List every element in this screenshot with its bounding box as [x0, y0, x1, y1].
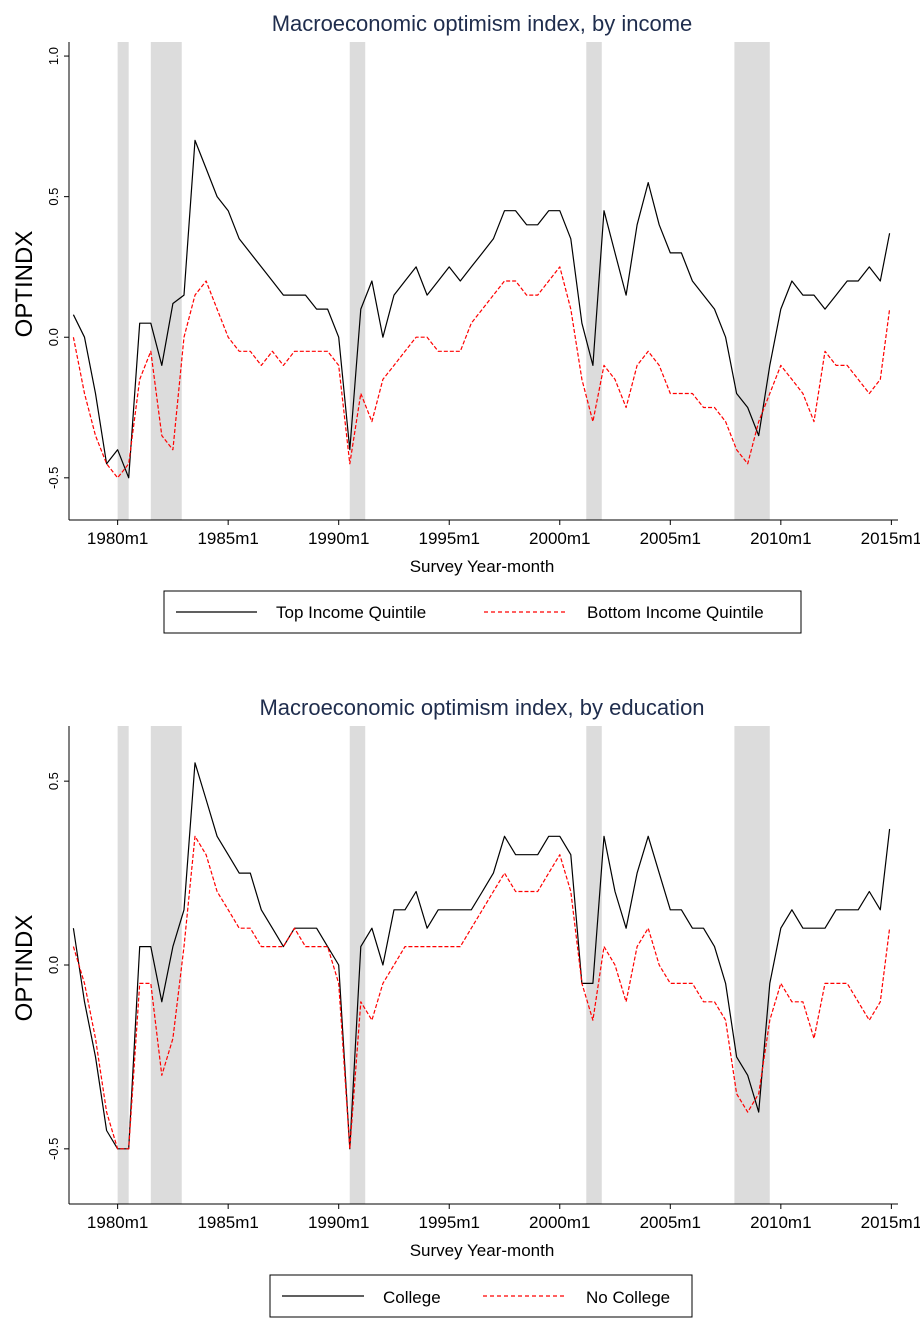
- x-tick-label: 2000m1: [529, 529, 590, 548]
- x-tick-label: 1985m1: [197, 529, 258, 548]
- y-axis-title: OPTINDX: [11, 915, 38, 1022]
- x-tick-label: 2005m1: [640, 1213, 701, 1232]
- legend: Top Income Quintile Bottom Income Quinti…: [163, 590, 802, 634]
- recession-band-0: [117, 726, 129, 1204]
- legend-label-bottom-income: Bottom Income Quintile: [587, 603, 764, 622]
- recession-band-3: [586, 42, 602, 520]
- y-tick-label: 0.5: [46, 772, 61, 790]
- y-axis-ticks: -0.5 0.0 0.5 1.0: [46, 47, 69, 489]
- x-tick-label: 2015m1: [861, 1213, 920, 1232]
- y-tick-label: 0.0: [46, 956, 61, 974]
- x-tick-label: 2005m1: [640, 529, 701, 548]
- legend-label-top-income: Top Income Quintile: [276, 603, 426, 622]
- series-line-0: [72, 139, 891, 479]
- recession-band-1: [150, 726, 182, 1204]
- legend-box: [269, 1274, 693, 1318]
- recession-shading: [117, 726, 770, 1204]
- series-lines: [72, 139, 891, 479]
- y-tick-label: -0.5: [46, 467, 61, 489]
- y-tick-label: 0.0: [46, 328, 61, 346]
- series-lines: [72, 762, 891, 1150]
- legend-label-no-college: No College: [586, 1288, 670, 1307]
- x-tick-label: 1995m1: [419, 1213, 480, 1232]
- x-tick-label: 2010m1: [750, 1213, 811, 1232]
- y-tick-label: 0.5: [46, 188, 61, 206]
- x-tick-label: 1995m1: [419, 529, 480, 548]
- series-line-1: [72, 835, 891, 1150]
- chart-title: Macroeconomic optimism index, by educati…: [259, 695, 704, 720]
- x-axis-title: Survey Year-month: [410, 557, 555, 576]
- x-tick-label: 1990m1: [308, 529, 369, 548]
- chart-title: Macroeconomic optimism index, by income: [272, 11, 693, 36]
- x-tick-label: 1985m1: [197, 1213, 258, 1232]
- education-chart-panel: Macroeconomic optimism index, by educati…: [11, 695, 920, 1318]
- x-tick-label: 2015m1: [861, 529, 920, 548]
- legend-box: [163, 590, 802, 634]
- x-tick-label: 1980m1: [87, 1213, 148, 1232]
- recession-band-4: [734, 726, 770, 1204]
- recession-shading: [117, 42, 770, 520]
- legend: College No College: [269, 1274, 693, 1318]
- x-axis-ticks: 1980m1 1985m1 1990m1 1995m1 2000m1 2005m1 2010…: [87, 520, 920, 548]
- x-axis-title: Survey Year-month: [410, 1241, 555, 1260]
- recession-band-1: [150, 42, 182, 520]
- legend-label-college: College: [383, 1288, 441, 1307]
- recession-band-2: [349, 42, 366, 520]
- recession-band-4: [734, 42, 770, 520]
- y-tick-label: -0.5: [46, 1138, 61, 1160]
- recession-band-2: [349, 726, 366, 1204]
- series-line-0: [72, 762, 891, 1150]
- recession-band-0: [117, 42, 129, 520]
- y-axis-title: OPTINDX: [11, 231, 38, 338]
- y-axis-ticks: -0.5 0.0 0.5: [46, 772, 69, 1160]
- x-tick-label: 2000m1: [529, 1213, 590, 1232]
- income-chart-panel: Macroeconomic optimism index, by income …: [11, 11, 920, 634]
- x-tick-label: 1980m1: [87, 529, 148, 548]
- x-tick-label: 2010m1: [750, 529, 811, 548]
- x-tick-label: 1990m1: [308, 1213, 369, 1232]
- x-axis-ticks: 1980m1 1985m1 1990m1 1995m1 2000m1 2005m1 2010…: [87, 1204, 920, 1232]
- y-tick-label: 1.0: [46, 47, 61, 65]
